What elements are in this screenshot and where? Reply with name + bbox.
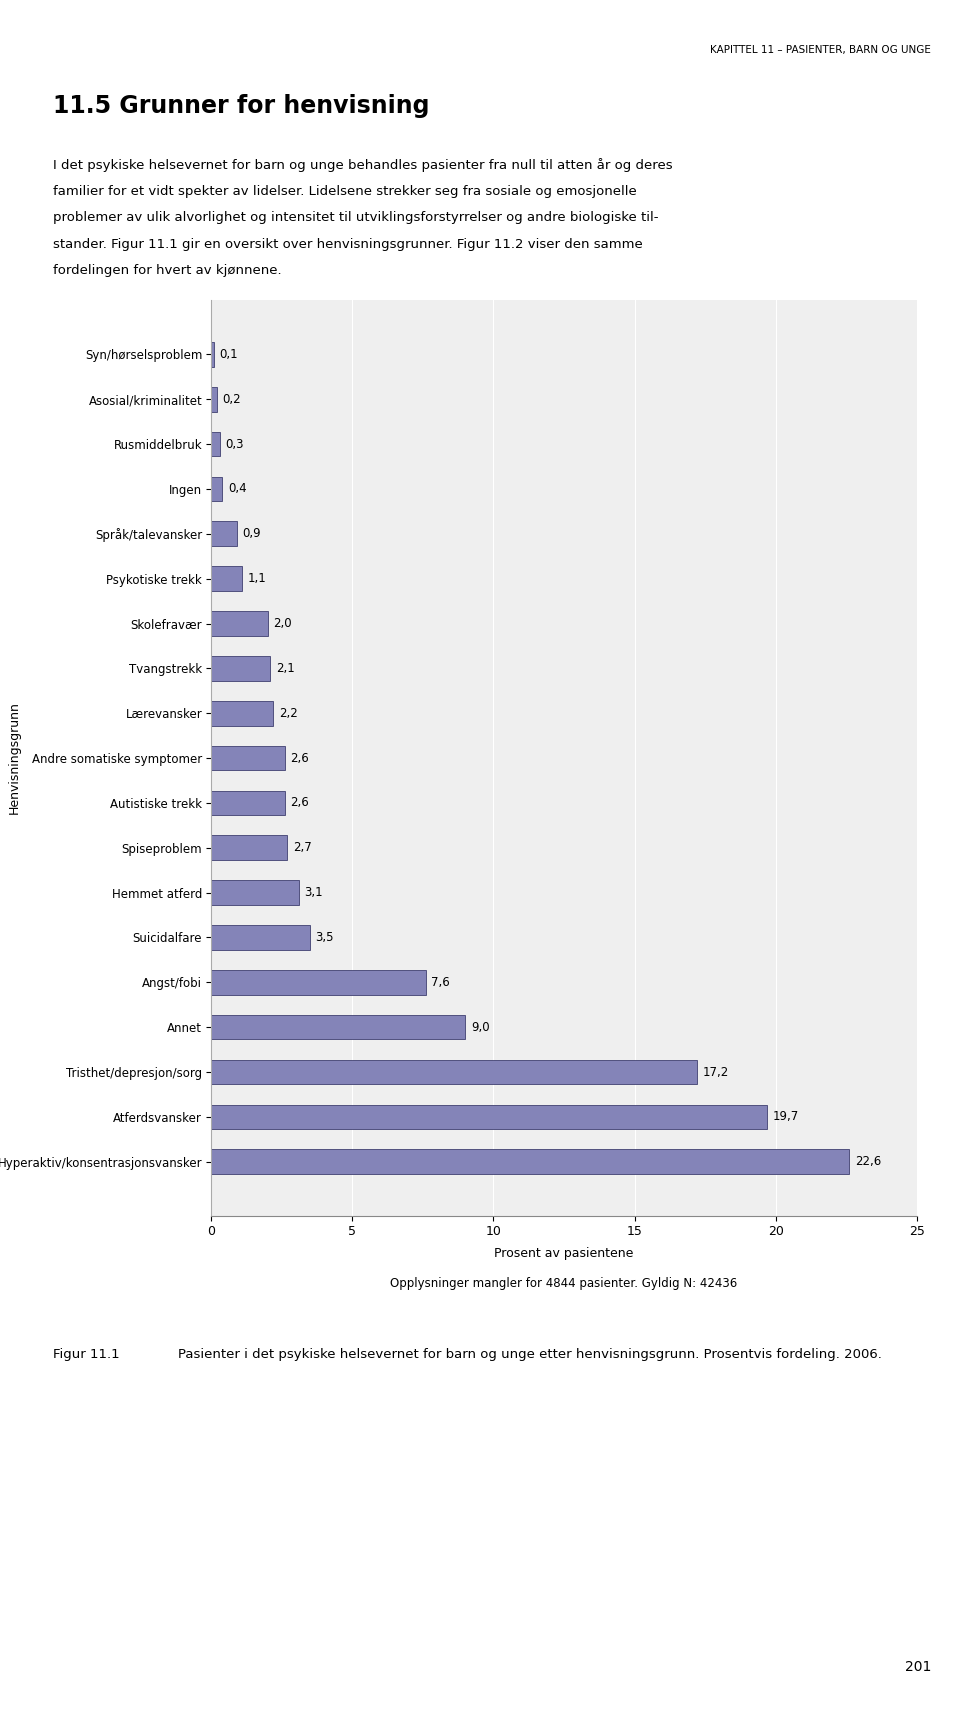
Bar — [211, 477, 223, 501]
Bar — [211, 342, 214, 367]
Text: 0,2: 0,2 — [223, 393, 241, 405]
Text: 0,3: 0,3 — [226, 438, 244, 450]
Text: 3,5: 3,5 — [316, 931, 334, 944]
Text: Opplysninger mangler for 4844 pasienter. Gyldig N: 42436: Opplysninger mangler for 4844 pasienter.… — [391, 1277, 737, 1291]
Text: 0,9: 0,9 — [242, 527, 261, 541]
Text: stander. Figur 11.1 gir en oversikt over henvisningsgrunner. Figur 11.2 viser de: stander. Figur 11.1 gir en oversikt over… — [53, 237, 642, 251]
Bar — [211, 925, 310, 950]
Text: familier for et vidt spekter av lidelser. Lidelsene strekker seg fra sosiale og : familier for et vidt spekter av lidelser… — [53, 184, 636, 197]
Bar — [211, 745, 284, 771]
Text: 17,2: 17,2 — [703, 1066, 729, 1078]
Text: 9,0: 9,0 — [470, 1020, 490, 1034]
Bar — [211, 970, 425, 994]
Text: 0,1: 0,1 — [220, 349, 238, 361]
Text: 22,6: 22,6 — [854, 1156, 881, 1168]
Text: 2,0: 2,0 — [274, 616, 292, 630]
Text: 2,1: 2,1 — [276, 661, 295, 675]
Text: Henvisningsgrunn: Henvisningsgrunn — [8, 702, 21, 814]
Text: Figur 11.1: Figur 11.1 — [53, 1348, 119, 1362]
Text: 7,6: 7,6 — [431, 975, 450, 989]
Bar — [211, 656, 271, 680]
Text: I det psykiske helsevernet for barn og unge behandles pasienter fra null til att: I det psykiske helsevernet for barn og u… — [53, 158, 672, 172]
Text: Pasienter i det psykiske helsevernet for barn og unge etter henvisningsgrunn. Pr: Pasienter i det psykiske helsevernet for… — [178, 1348, 881, 1362]
Text: Prosent av pasientene: Prosent av pasientene — [494, 1247, 634, 1260]
Bar — [211, 386, 217, 412]
Bar — [211, 611, 268, 635]
Bar — [211, 790, 284, 816]
Bar — [211, 881, 299, 905]
Bar — [211, 567, 242, 591]
Text: 1,1: 1,1 — [248, 572, 267, 585]
Text: 2,6: 2,6 — [290, 797, 309, 809]
Text: 19,7: 19,7 — [773, 1111, 799, 1123]
Bar — [211, 1015, 466, 1039]
Bar — [211, 701, 274, 726]
Text: KAPITTEL 11 – PASIENTER, BARN OG UNGE: KAPITTEL 11 – PASIENTER, BARN OG UNGE — [710, 45, 931, 55]
Text: 0,4: 0,4 — [228, 482, 247, 496]
Text: 3,1: 3,1 — [304, 886, 323, 900]
Bar — [211, 431, 220, 457]
Text: 201: 201 — [905, 1660, 931, 1674]
Bar — [211, 1149, 849, 1174]
Bar — [211, 1059, 697, 1085]
Text: 2,2: 2,2 — [279, 707, 298, 719]
Bar — [211, 836, 287, 860]
Text: 11.5 Grunner for henvisning: 11.5 Grunner for henvisning — [53, 94, 429, 118]
Text: 2,6: 2,6 — [290, 752, 309, 764]
Bar — [211, 522, 236, 546]
Text: fordelingen for hvert av kjønnene.: fordelingen for hvert av kjønnene. — [53, 264, 281, 278]
Text: problemer av ulik alvorlighet og intensitet til utviklingsforstyrrelser og andre: problemer av ulik alvorlighet og intensi… — [53, 211, 659, 225]
Bar — [211, 1104, 767, 1130]
Text: 2,7: 2,7 — [293, 841, 312, 855]
